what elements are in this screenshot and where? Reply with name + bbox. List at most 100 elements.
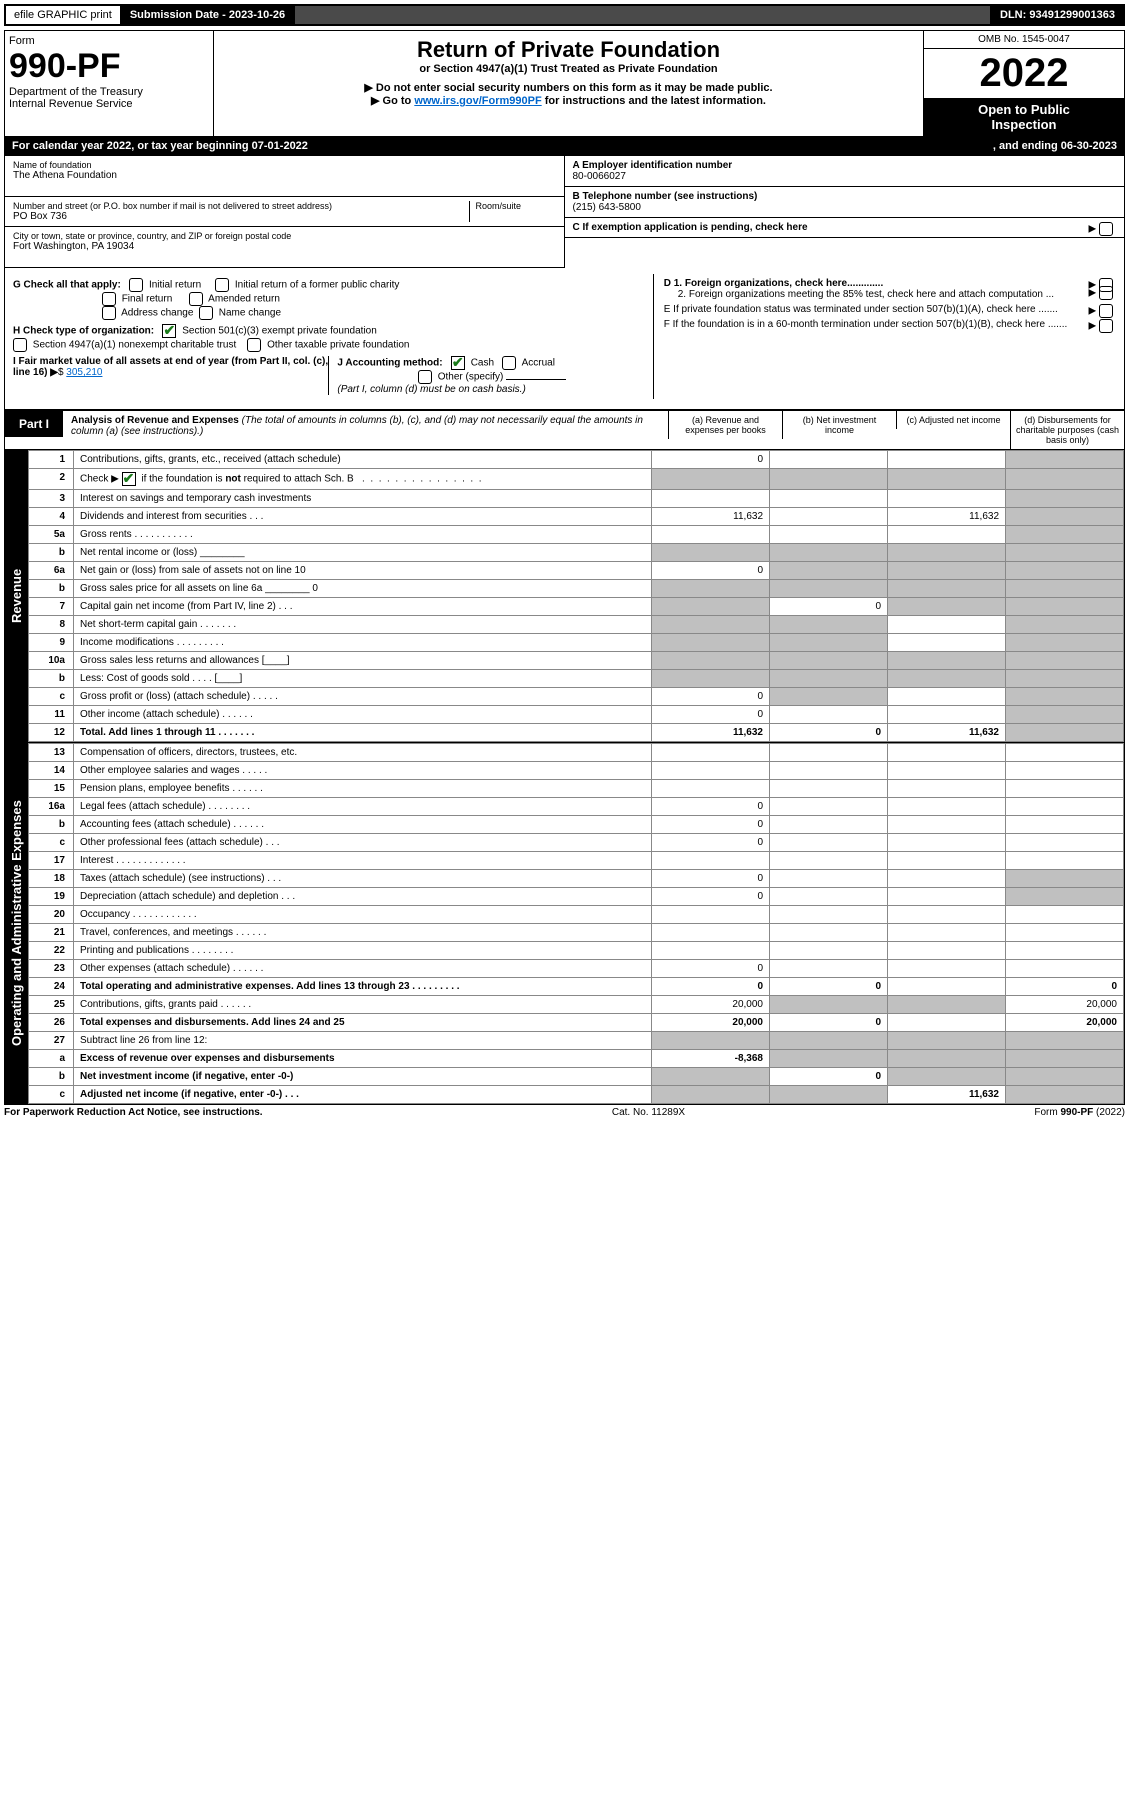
efile-label[interactable]: efile GRAPHIC print (6, 6, 122, 24)
city-label: City or town, state or province, country… (13, 231, 556, 241)
table-row: 19Depreciation (attach schedule) and dep… (29, 888, 1124, 906)
line-number: 19 (29, 888, 74, 906)
value-cell (888, 942, 1006, 960)
g-amended: Amended return (208, 294, 280, 305)
value-cell (888, 978, 1006, 996)
h-501c3-checkbox[interactable] (162, 324, 176, 338)
value-cell (1006, 780, 1124, 798)
value-cell: 0 (652, 451, 770, 469)
check-section: G Check all that apply: Initial return I… (4, 268, 1125, 410)
j-other-checkbox[interactable] (418, 370, 432, 384)
line-number: b (29, 1068, 74, 1086)
revenue-side-label: Revenue (5, 450, 28, 742)
j-label: J Accounting method: (337, 358, 442, 369)
col-a-head: (a) Revenue and expenses per books (668, 411, 782, 439)
value-cell (888, 670, 1006, 688)
value-cell (652, 1032, 770, 1050)
value-cell (888, 798, 1006, 816)
j-accrual-checkbox[interactable] (502, 356, 516, 370)
part1-title: Analysis of Revenue and Expenses (71, 415, 239, 426)
g-name-checkbox[interactable] (199, 306, 213, 320)
expenses-table: 13Compensation of officers, directors, t… (28, 743, 1124, 1104)
table-row: 10aGross sales less returns and allowanc… (29, 652, 1124, 670)
value-cell (1006, 762, 1124, 780)
revenue-table: 1Contributions, gifts, grants, etc., rec… (28, 450, 1124, 742)
value-cell (888, 906, 1006, 924)
value-cell (1006, 580, 1124, 598)
part1-tab: Part I (5, 411, 63, 437)
g-address-checkbox[interactable] (102, 306, 116, 320)
line-desc: Net gain or (loss) from sale of assets n… (74, 562, 652, 580)
dln-label: DLN: 93491299001363 (992, 6, 1123, 24)
value-cell (1006, 616, 1124, 634)
g-initial-checkbox[interactable] (129, 278, 143, 292)
value-cell (652, 780, 770, 798)
line-number: 22 (29, 942, 74, 960)
line-desc: Other expenses (attach schedule) . . . .… (74, 960, 652, 978)
form-number: 990-PF (9, 47, 209, 86)
line-number: 10a (29, 652, 74, 670)
d2-checkbox[interactable] (1099, 286, 1113, 300)
g-amended-checkbox[interactable] (189, 292, 203, 306)
top-bar: efile GRAPHIC print Submission Date - 20… (4, 4, 1125, 26)
top-bar-filler (295, 6, 992, 24)
line-number: 18 (29, 870, 74, 888)
h-4947-checkbox[interactable] (13, 338, 27, 352)
line-desc: Contributions, gifts, grants paid . . . … (74, 996, 652, 1014)
revenue-section: Revenue 1Contributions, gifts, grants, e… (4, 450, 1125, 743)
line-number: 9 (29, 634, 74, 652)
col-b-head: (b) Net investment income (782, 411, 896, 439)
h-4947: Section 4947(a)(1) nonexempt charitable … (33, 340, 236, 351)
tax-year: 2022 (924, 49, 1124, 98)
check-right: D 1. Foreign organizations, check here..… (653, 274, 1116, 399)
irs-link[interactable]: www.irs.gov/Form990PF (414, 95, 541, 107)
line-number: 11 (29, 706, 74, 724)
value-cell: 0 (770, 724, 888, 742)
value-cell (770, 616, 888, 634)
line-desc: Pension plans, employee benefits . . . .… (74, 780, 652, 798)
value-cell (770, 906, 888, 924)
value-cell (1006, 1086, 1124, 1104)
value-cell (652, 924, 770, 942)
value-cell (888, 762, 1006, 780)
value-cell (888, 616, 1006, 634)
f-checkbox[interactable] (1099, 319, 1113, 333)
info-right: A Employer identification number 80-0066… (565, 156, 1125, 268)
table-row: 27Subtract line 26 from line 12: (29, 1032, 1124, 1050)
line-number: 23 (29, 960, 74, 978)
h-other-checkbox[interactable] (247, 338, 261, 352)
g-former-checkbox[interactable] (215, 278, 229, 292)
value-cell (1006, 906, 1124, 924)
line-desc: Subtract line 26 from line 12: (74, 1032, 652, 1050)
value-cell (1006, 451, 1124, 469)
c-checkbox[interactable] (1099, 222, 1113, 236)
g-final-checkbox[interactable] (102, 292, 116, 306)
value-cell (1006, 508, 1124, 526)
value-cell (652, 852, 770, 870)
value-cell (1006, 562, 1124, 580)
schb-checkbox[interactable] (122, 472, 136, 486)
value-cell (770, 780, 888, 798)
line-desc: Depreciation (attach schedule) and deple… (74, 888, 652, 906)
value-cell (1006, 526, 1124, 544)
ein-value: 80-0066027 (573, 171, 1117, 182)
g-label: G Check all that apply: (13, 280, 121, 291)
table-row: 13Compensation of officers, directors, t… (29, 744, 1124, 762)
value-cell (770, 1050, 888, 1068)
form-title: Return of Private Foundation (220, 37, 917, 63)
value-cell (888, 1050, 1006, 1068)
value-cell (1006, 544, 1124, 562)
col-c-head: (c) Adjusted net income (896, 411, 1010, 429)
form-label: Form (9, 35, 209, 47)
line-number: 6a (29, 562, 74, 580)
line-number: c (29, 688, 74, 706)
value-cell (888, 1032, 1006, 1050)
e-checkbox[interactable] (1099, 304, 1113, 318)
j-cash-checkbox[interactable] (451, 356, 465, 370)
period-end: , and ending 06-30-2023 (993, 140, 1117, 152)
value-cell (888, 1068, 1006, 1086)
i-value[interactable]: 305,210 (66, 367, 102, 378)
value-cell (652, 942, 770, 960)
note2-post: for instructions and the latest informat… (542, 95, 766, 107)
value-cell: 0 (770, 1014, 888, 1032)
